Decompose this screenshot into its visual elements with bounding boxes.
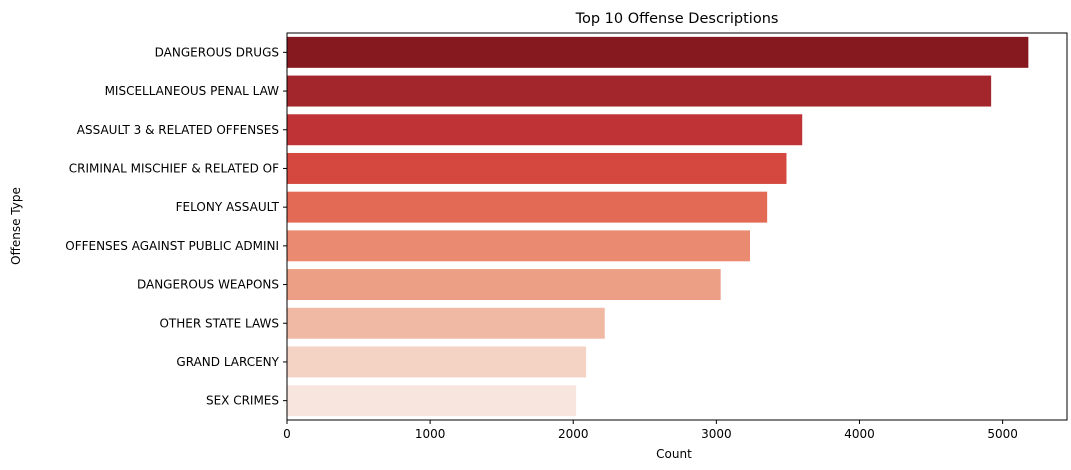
bar (287, 269, 721, 301)
bar (287, 385, 577, 417)
y-tick-label: DANGEROUS DRUGS (155, 45, 279, 59)
x-tick-label: 3000 (701, 427, 732, 441)
y-tick-label: SEX CRIMES (206, 394, 279, 408)
chart-title: Top 10 Offense Descriptions (575, 11, 779, 27)
y-tick-label: OTHER STATE LAWS (159, 316, 279, 330)
bar (287, 346, 587, 378)
bar (287, 36, 1029, 68)
x-tick-label: 0 (283, 427, 291, 441)
y-axis-label: Offense Type (9, 187, 23, 265)
x-axis-label: Count (656, 447, 692, 461)
y-tick-label: ASSAULT 3 & RELATED OFFENSES (77, 123, 279, 137)
x-tick-label: 4000 (844, 427, 875, 441)
y-tick-labels: DANGEROUS DRUGS MISCELLANEOUS PENAL LAW AS… (65, 45, 287, 408)
x-ticks: 0 1000 2000 3000 4000 5000 (283, 420, 1018, 441)
y-tick-label: CRIMINAL MISCHIEF & RELATED OF (69, 161, 279, 175)
y-tick-label: GRAND LARCENY (176, 355, 279, 369)
x-tick-label: 5000 (987, 427, 1018, 441)
bar (287, 114, 803, 146)
y-tick-label: FELONY ASSAULT (176, 200, 280, 214)
plot-frame (286, 32, 1068, 421)
bars (287, 36, 1029, 417)
bar (287, 152, 787, 184)
y-tick-label: OFFENSES AGAINST PUBLIC ADMINI (65, 239, 279, 253)
bar (287, 191, 768, 223)
bar (287, 75, 992, 107)
x-tick-label: 2000 (558, 427, 589, 441)
x-tick-label: 1000 (415, 427, 446, 441)
y-tick-label: DANGEROUS WEAPONS (137, 278, 279, 292)
bar (287, 230, 750, 262)
bar (287, 307, 605, 339)
y-tick-label: MISCELLANEOUS PENAL LAW (105, 84, 280, 98)
